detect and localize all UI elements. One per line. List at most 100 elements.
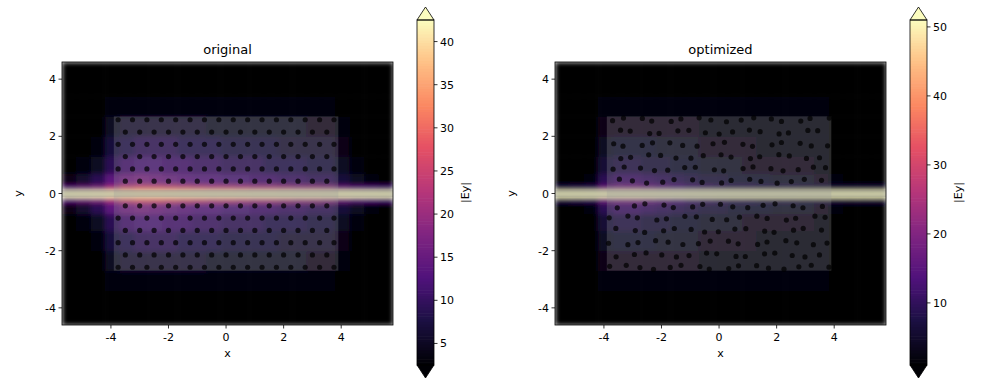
hole [646, 152, 651, 157]
heatmap-cell [857, 197, 872, 203]
heatmap-cell [91, 116, 106, 137]
hole [674, 254, 679, 259]
heatmap-cell [76, 291, 91, 325]
x-tick [226, 325, 227, 329]
hole [173, 117, 178, 122]
hole [216, 117, 221, 122]
hole [635, 215, 640, 220]
heatmap-cell [235, 271, 250, 292]
heatmap-cell [364, 271, 379, 292]
heatmap-cell [670, 291, 685, 325]
x-axis-label: x [717, 347, 724, 360]
heatmap-cell [613, 291, 628, 325]
heatmap-cell [843, 231, 858, 252]
heatmap-cell [379, 136, 393, 157]
hole [758, 129, 763, 134]
hole [678, 263, 683, 268]
heatmap-cell [292, 291, 307, 325]
y-tick [552, 250, 556, 251]
heatmap-cell [263, 271, 278, 292]
hole [710, 141, 715, 146]
heatmap-cell [771, 291, 786, 325]
hole [187, 166, 192, 171]
heatmap-cell [872, 291, 886, 325]
hole [252, 228, 257, 233]
hole [303, 117, 308, 122]
heatmap-cell [278, 271, 293, 292]
hole [659, 252, 664, 257]
heatmap-cell [627, 271, 642, 292]
hole [784, 217, 789, 222]
hole [622, 164, 627, 169]
y-tick-label: -2 [45, 245, 56, 258]
hole [790, 253, 795, 258]
hole [613, 226, 618, 231]
heatmap-cell [379, 291, 393, 325]
colorbar-tick [434, 41, 438, 42]
heatmap-cell [91, 271, 106, 292]
heatmap-cell [91, 185, 106, 191]
hole [827, 115, 832, 120]
hole [697, 264, 702, 269]
heatmap-cell [584, 251, 599, 272]
heatmap-cell [641, 62, 656, 97]
heatmap-cell [828, 271, 843, 292]
heatmap-cell [555, 202, 570, 214]
hole [173, 166, 178, 171]
heatmap-cell [307, 96, 322, 117]
hole [231, 166, 236, 171]
heatmap-cell [569, 214, 584, 232]
hole [804, 156, 809, 161]
hole [317, 117, 322, 122]
hole [722, 140, 727, 145]
colorbar-label: |Ey| [459, 182, 472, 203]
hole [331, 166, 336, 171]
heatmap-cell [76, 185, 91, 191]
heatmap-cell [569, 291, 584, 325]
hole [144, 117, 149, 122]
heatmap-cell [771, 96, 786, 117]
hole [274, 240, 279, 245]
heatmap-cell [76, 156, 91, 174]
heatmap-cell [134, 62, 149, 97]
heatmap-cell [379, 251, 393, 272]
y-tick [552, 79, 556, 80]
hole [745, 205, 750, 210]
heatmap-cell [656, 96, 671, 117]
heatmap-cell [350, 116, 365, 137]
hole [707, 266, 712, 271]
heatmap-cell [872, 271, 886, 292]
hole [238, 252, 243, 257]
heatmap-cell [105, 96, 120, 117]
hole [791, 228, 796, 233]
heatmap-cell [249, 96, 264, 117]
hole [766, 266, 771, 271]
hole [281, 203, 286, 208]
heatmap-cell [292, 96, 307, 117]
hole [754, 214, 759, 219]
hole [267, 228, 272, 233]
hole [667, 140, 672, 145]
hole [686, 128, 691, 133]
heatmap-cell [335, 96, 350, 117]
x-tick-label: -2 [656, 331, 667, 344]
hole [137, 203, 142, 208]
hole [701, 153, 706, 158]
hole [331, 240, 336, 245]
hole [310, 129, 315, 134]
hole [238, 179, 243, 184]
heatmap-cell [584, 291, 599, 325]
heatmap-cell [321, 271, 336, 292]
hole [710, 217, 715, 222]
hole [310, 179, 315, 184]
heatmap-cell [569, 185, 584, 191]
hole [281, 252, 286, 257]
hole [252, 154, 257, 159]
y-axis-label: y [505, 190, 518, 197]
hole [737, 215, 742, 220]
hole [274, 215, 279, 220]
hole [324, 179, 329, 184]
heatmap-cell [872, 185, 886, 191]
hole [751, 115, 756, 120]
heatmap-cell [584, 271, 599, 292]
